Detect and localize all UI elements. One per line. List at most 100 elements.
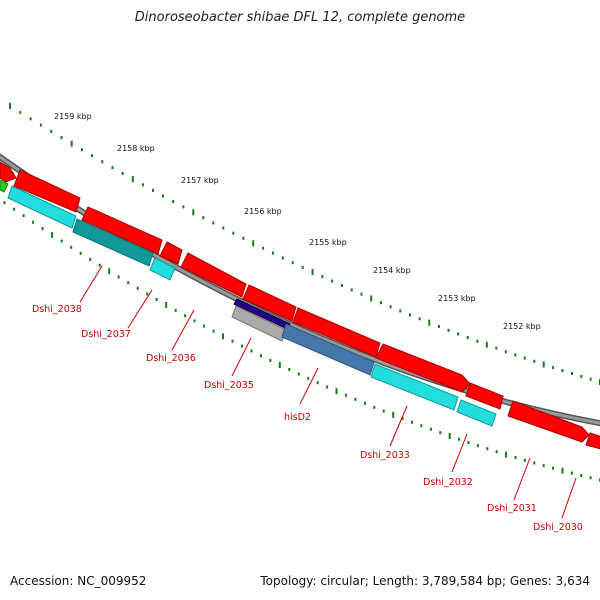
minor-tick <box>291 261 294 265</box>
cds-feature[interactable] <box>242 284 297 322</box>
footer-accession: Accession: NC_009952 <box>10 574 147 588</box>
major-tick <box>131 176 134 183</box>
minor-tick <box>321 275 324 279</box>
gene-feature[interactable] <box>72 218 154 267</box>
minor-tick <box>523 458 526 462</box>
gene-feature[interactable] <box>7 185 77 229</box>
minor-tick <box>514 456 517 459</box>
cds-feature[interactable] <box>180 252 247 298</box>
minor-tick <box>523 356 526 360</box>
minor-tick <box>476 339 479 343</box>
hisD2-feature-left[interactable] <box>231 305 287 342</box>
gene-feature[interactable] <box>370 363 459 411</box>
minor-tick <box>32 220 35 224</box>
gene-feature[interactable] <box>149 257 176 281</box>
minor-tick <box>457 332 460 336</box>
minor-tick <box>162 194 165 198</box>
kbp-label: 2154 kbp <box>373 266 411 275</box>
minor-tick <box>19 110 22 114</box>
minor-tick <box>269 358 272 362</box>
minor-tick <box>429 427 432 431</box>
minor-tick <box>326 385 329 389</box>
minor-tick <box>222 226 225 230</box>
gene-label[interactable]: Dshi_2030 <box>533 522 583 533</box>
major-tick <box>192 209 195 216</box>
minor-tick <box>41 227 44 231</box>
major-tick <box>485 341 488 348</box>
cds-feature[interactable] <box>13 169 81 213</box>
minor-tick <box>301 265 304 269</box>
kbp-label: 2153 kbp <box>438 294 476 303</box>
gene-track <box>0 179 497 427</box>
minor-tick <box>231 339 234 343</box>
cds-feature[interactable] <box>81 206 163 255</box>
major-tick <box>448 433 451 439</box>
minor-tick <box>101 160 104 164</box>
minor-tick <box>111 166 114 170</box>
major-tick <box>108 268 111 275</box>
minor-tick <box>316 381 319 385</box>
minor-tick <box>580 474 583 477</box>
gene-label[interactable]: Dshi_2032 <box>423 477 473 488</box>
gene-label[interactable]: Dshi_2037 <box>81 329 131 340</box>
cds-feature[interactable] <box>465 382 504 410</box>
major-tick <box>335 388 338 395</box>
minor-tick <box>141 183 144 187</box>
cds-feature[interactable] <box>585 432 600 450</box>
kbp-label: 2156 kbp <box>244 207 282 216</box>
gene-label[interactable]: hisD2 <box>284 412 311 423</box>
major-tick <box>51 231 54 238</box>
gene-label[interactable]: Dshi_2036 <box>146 353 196 364</box>
minor-tick <box>297 372 300 376</box>
minor-tick <box>13 207 16 211</box>
minor-tick <box>121 171 124 175</box>
kbp-label: 2152 kbp <box>503 322 541 331</box>
minor-tick <box>272 251 274 255</box>
minor-tick <box>552 466 555 470</box>
minor-tick <box>70 245 73 249</box>
minor-tick <box>476 444 479 448</box>
minor-tick <box>561 369 564 373</box>
minor-tick <box>467 441 470 444</box>
minor-tick <box>340 284 343 287</box>
gene-label[interactable]: Dshi_2035 <box>204 380 254 391</box>
minor-tick <box>389 305 392 309</box>
footer-topology: Topology: circular; Length: 3,789,584 bp… <box>260 574 590 588</box>
cds-feature[interactable] <box>159 241 183 265</box>
minor-tick <box>382 409 385 413</box>
minor-tick <box>212 221 215 225</box>
minor-tick <box>241 344 243 348</box>
genome-backbone-highlight <box>0 155 600 425</box>
gene-label[interactable]: Dshi_2031 <box>487 503 537 514</box>
major-tick <box>542 361 545 368</box>
major-tick <box>165 302 168 308</box>
cds-feature[interactable] <box>507 400 590 443</box>
minor-tick <box>50 129 53 133</box>
minor-tick <box>345 393 347 397</box>
cds-feature[interactable] <box>375 343 471 393</box>
minor-tick <box>232 231 235 235</box>
green-feature[interactable] <box>0 179 9 193</box>
major-tick <box>222 333 224 340</box>
gene-label[interactable]: Dshi_2038 <box>32 304 82 315</box>
gene-feature[interactable] <box>456 399 497 427</box>
minor-tick <box>127 281 130 285</box>
minor-tick <box>202 216 205 220</box>
gene-label[interactable]: Dshi_2033 <box>360 450 410 461</box>
hisD2-feature[interactable] <box>281 323 375 376</box>
minor-tick <box>458 437 461 441</box>
minor-tick <box>281 256 284 260</box>
minor-tick <box>350 288 353 292</box>
major-tick <box>9 103 11 109</box>
inner-tick-dots <box>3 201 600 482</box>
minor-tick <box>3 201 6 205</box>
cds-feature[interactable] <box>0 161 17 183</box>
minor-tick <box>466 336 469 340</box>
minor-tick <box>439 431 442 435</box>
minor-tick <box>184 314 187 318</box>
minor-tick <box>79 251 82 255</box>
minor-tick <box>152 188 154 192</box>
major-tick <box>370 295 373 302</box>
